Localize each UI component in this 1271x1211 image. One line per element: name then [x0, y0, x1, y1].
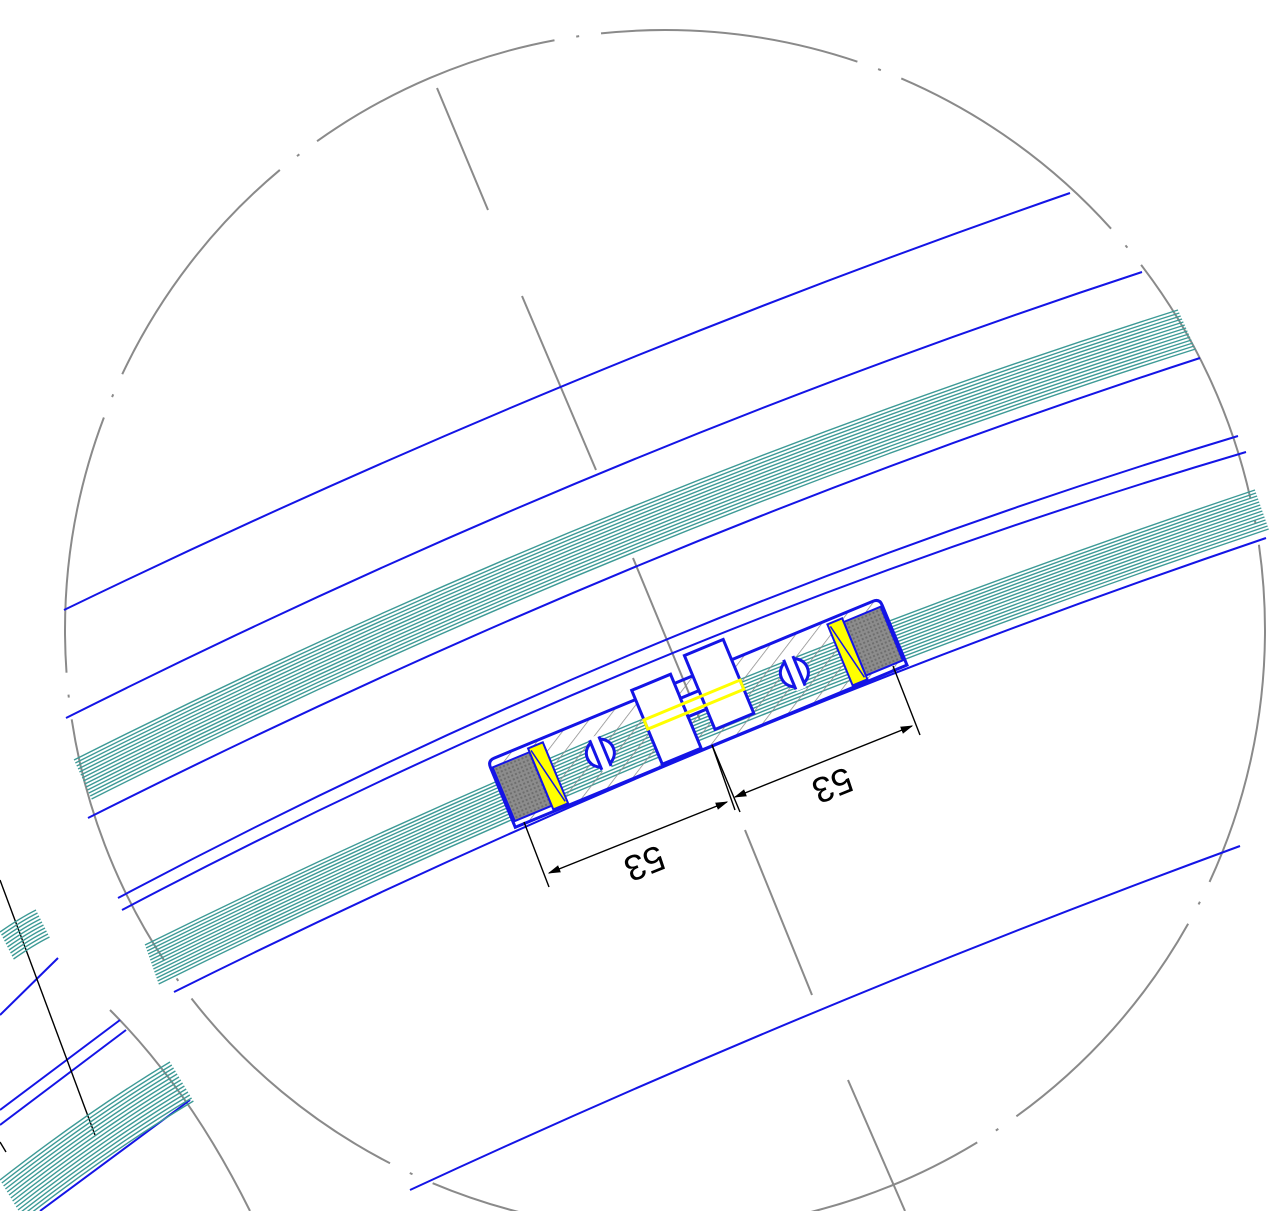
glass-layer-line	[10, 930, 47, 954]
screw-channel-left	[584, 734, 616, 772]
glass-layer-line	[89, 345, 1195, 797]
glass-layer-line	[17, 1091, 189, 1211]
glass-layer-line	[21, 1094, 191, 1211]
glass-layer-line	[91, 348, 1196, 800]
glass-layer-line	[81, 327, 1187, 779]
upper-glazing-pane	[73, 309, 1196, 800]
glass-layer-line	[5, 921, 43, 945]
glass-layer-line	[11, 933, 49, 957]
glass-layer-line	[77, 318, 1183, 770]
glass-layer-line	[32, 1100, 194, 1211]
glass-layer-line	[8, 927, 46, 951]
glass-layer-line	[79, 321, 1184, 773]
glass-layer-line	[15, 1088, 187, 1208]
adjacent-detail-boundary	[109, 1009, 251, 1211]
dimension-right-label: 53	[806, 759, 858, 812]
bottom-profile-line	[409, 845, 1241, 1191]
glass-layer-line	[1, 1064, 173, 1184]
glass-layer-line	[10, 1079, 182, 1199]
joint-assembly	[488, 598, 909, 830]
glass-layer-line	[75, 312, 1180, 764]
glass-layer-line	[12, 1082, 183, 1202]
detail-boundary-circle	[64, 29, 1266, 1211]
glass-layer-line	[4, 918, 41, 942]
glass-layer-line	[84, 333, 1190, 785]
glass-layer-line	[13, 936, 50, 960]
screw-channel-right	[778, 654, 810, 692]
glass-layer-line	[73, 309, 1179, 761]
glass-layer-line	[1, 912, 38, 936]
upper-profile	[63, 192, 1201, 819]
glass-layer-line	[85, 336, 1191, 788]
glass-layer-line	[0, 909, 37, 933]
glass-layer-line	[76, 315, 1181, 767]
glass-layer-line	[80, 324, 1185, 776]
glass-layer-line	[0, 1061, 171, 1181]
glass-layer-line	[7, 924, 44, 948]
glass-layer-line	[2, 915, 40, 939]
glass-layer-line	[83, 330, 1188, 782]
glass-layer-line	[88, 342, 1194, 794]
glass-layer-line	[3, 1067, 174, 1187]
glass-layer-line	[87, 339, 1192, 791]
glass-layer-line	[13, 1085, 185, 1205]
glass-layer-line	[4, 1070, 176, 1190]
glass-layer-line	[158, 528, 1269, 985]
dimension-left-label: 53	[618, 837, 670, 890]
glass-layer-line	[156, 522, 1267, 979]
glass-layer-line	[26, 1097, 192, 1211]
center-connector	[641, 678, 746, 732]
glass-layer-line	[8, 1076, 180, 1196]
adjacent-glazing-pane	[0, 909, 194, 1211]
glass-layer-line	[6, 1073, 178, 1193]
